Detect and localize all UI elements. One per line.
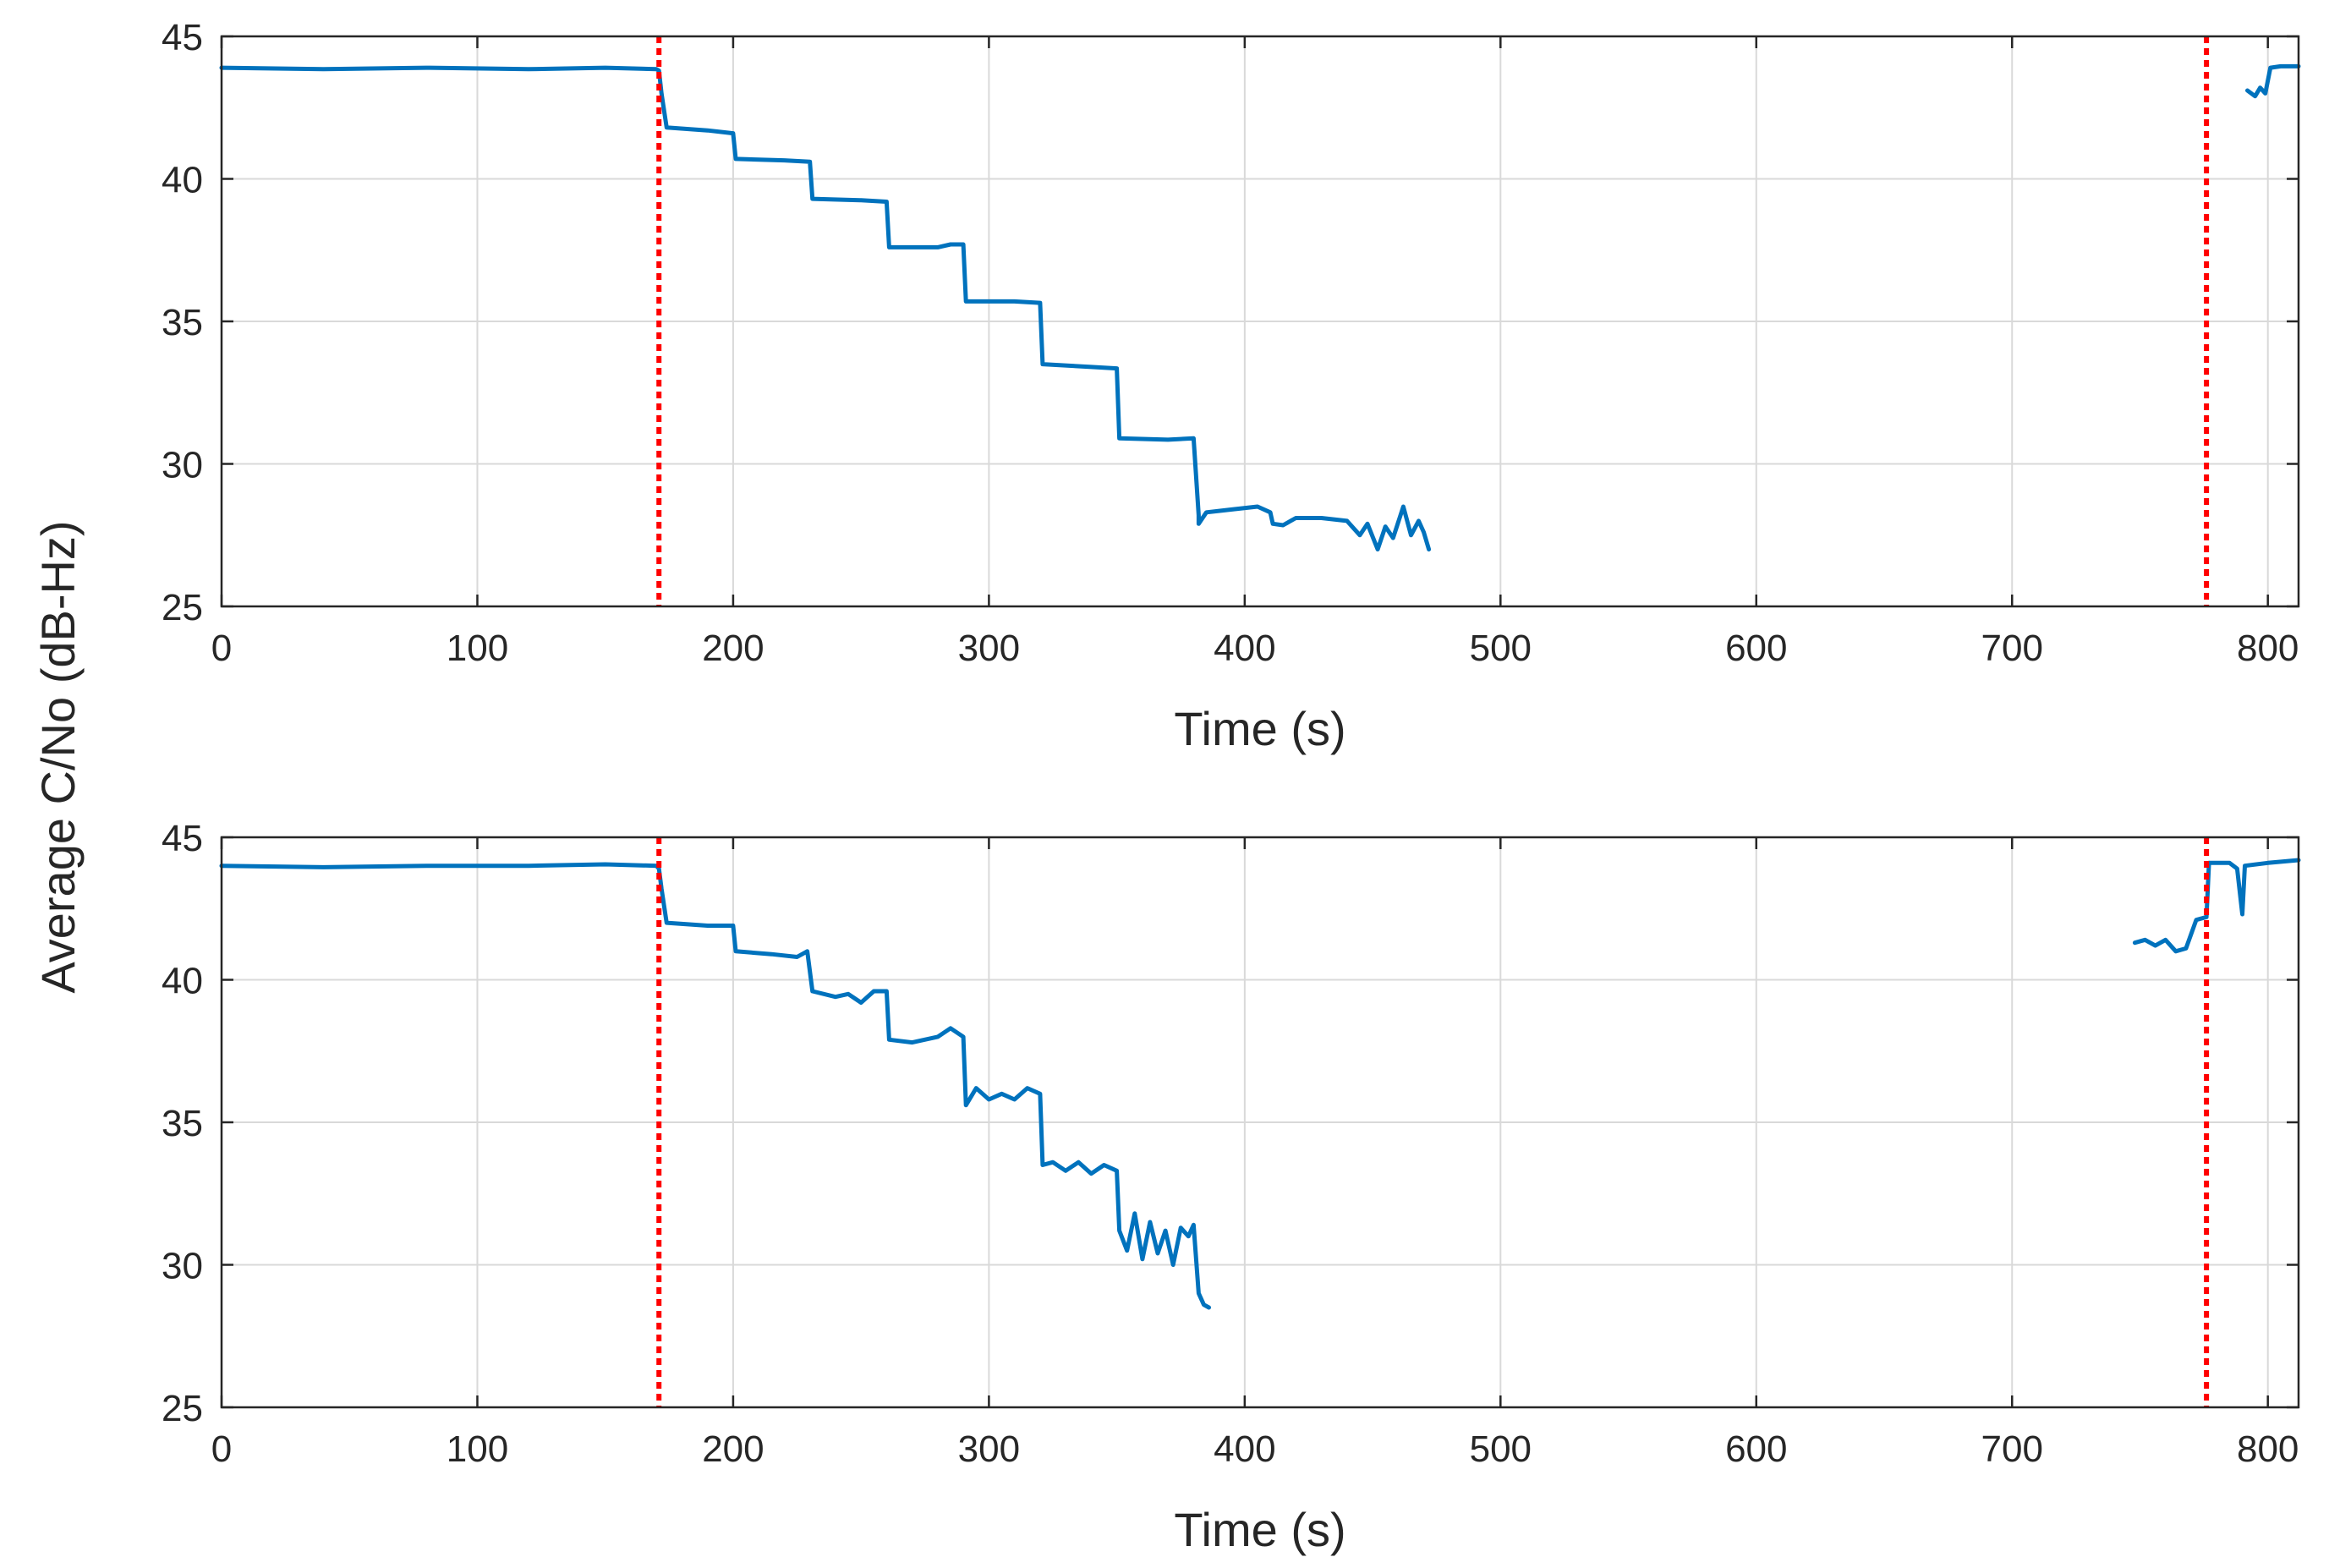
x-tick-label: 200 xyxy=(702,1428,764,1470)
y-tick-label: 30 xyxy=(162,445,203,486)
series-line-segment xyxy=(219,862,1211,1310)
x-tick-label: 300 xyxy=(958,628,1020,669)
x-tick-label: 800 xyxy=(2237,628,2299,669)
y-tick-label: 25 xyxy=(162,1388,203,1429)
x-tick-label: 800 xyxy=(2237,1428,2299,1470)
chart-top: 0 100 200 300 400 500 600 700 800 25 30 35 40 45 Time … xyxy=(162,17,2301,755)
series-line-segment xyxy=(219,65,1432,552)
x-axis-label: Time (s) xyxy=(1174,702,1345,755)
x-tick-label: 700 xyxy=(1981,1428,2043,1470)
x-tick-label: 300 xyxy=(958,1428,1020,1470)
x-tick-label: 600 xyxy=(1725,1428,1787,1470)
x-tick-label: 400 xyxy=(1214,628,1275,669)
x-tick-label: 0 xyxy=(211,628,232,669)
x-tick-label: 700 xyxy=(1981,628,2043,669)
y-tick-label: 45 xyxy=(162,818,203,859)
x-tick-label: 200 xyxy=(702,628,764,669)
x-tick-label: 0 xyxy=(211,1428,232,1470)
y-tick-label: 40 xyxy=(162,961,203,1002)
x-tick-label: 100 xyxy=(447,1428,508,1470)
x-tick-label: 600 xyxy=(1725,628,1787,669)
y-tick-label: 35 xyxy=(162,1103,203,1144)
y-tick-label: 25 xyxy=(162,587,203,628)
series-line-segment xyxy=(2132,858,2301,954)
series-line-segment xyxy=(2245,63,2301,99)
x-tick-label: 500 xyxy=(1470,628,1532,669)
x-axis-label: Time (s) xyxy=(1174,1503,1345,1556)
y-tick-label: 45 xyxy=(162,17,203,58)
y-tick-label: 30 xyxy=(162,1246,203,1287)
chart-bottom: 0 100 200 300 400 500 600 700 800 25 30 35 40 45 Time … xyxy=(162,818,2301,1556)
x-tick-label: 100 xyxy=(447,628,508,669)
y-tick-label: 40 xyxy=(162,160,203,201)
x-tick-label: 400 xyxy=(1214,1428,1275,1470)
x-tick-label: 500 xyxy=(1470,1428,1532,1470)
shared-y-axis-label: Average C/No (dB-Hz) xyxy=(31,520,85,993)
y-tick-label: 35 xyxy=(162,302,203,343)
